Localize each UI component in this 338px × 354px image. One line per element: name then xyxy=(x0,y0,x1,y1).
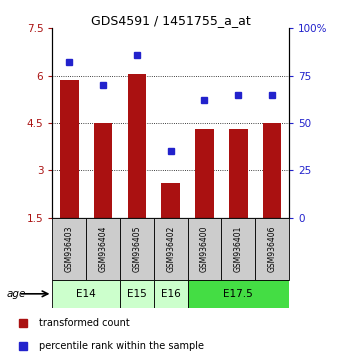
Bar xyxy=(255,218,289,280)
Text: E14: E14 xyxy=(76,289,96,299)
Text: GSM936403: GSM936403 xyxy=(65,225,74,272)
Text: GSM936400: GSM936400 xyxy=(200,225,209,272)
Bar xyxy=(188,218,221,280)
Text: GSM936402: GSM936402 xyxy=(166,225,175,272)
Text: GSM936401: GSM936401 xyxy=(234,225,243,272)
Text: transformed count: transformed count xyxy=(39,318,129,328)
Bar xyxy=(52,280,120,308)
Bar xyxy=(154,280,188,308)
Bar xyxy=(188,280,289,308)
Bar xyxy=(229,129,247,218)
Text: percentile rank within the sample: percentile rank within the sample xyxy=(39,341,204,350)
Bar xyxy=(263,123,281,218)
Bar xyxy=(120,218,154,280)
Text: E15: E15 xyxy=(127,289,147,299)
Bar xyxy=(162,183,180,218)
Text: E17.5: E17.5 xyxy=(223,289,253,299)
Bar xyxy=(94,123,113,218)
Bar xyxy=(120,280,154,308)
Bar xyxy=(195,129,214,218)
Title: GDS4591 / 1451755_a_at: GDS4591 / 1451755_a_at xyxy=(91,14,250,27)
Bar xyxy=(128,74,146,218)
Text: GSM936406: GSM936406 xyxy=(268,225,276,272)
Bar xyxy=(221,218,255,280)
Bar xyxy=(52,218,86,280)
Bar xyxy=(154,218,188,280)
Text: GSM936404: GSM936404 xyxy=(99,225,107,272)
Text: age: age xyxy=(7,289,26,299)
Bar xyxy=(86,218,120,280)
Bar xyxy=(60,80,78,218)
Text: E16: E16 xyxy=(161,289,180,299)
Text: GSM936405: GSM936405 xyxy=(132,225,141,272)
